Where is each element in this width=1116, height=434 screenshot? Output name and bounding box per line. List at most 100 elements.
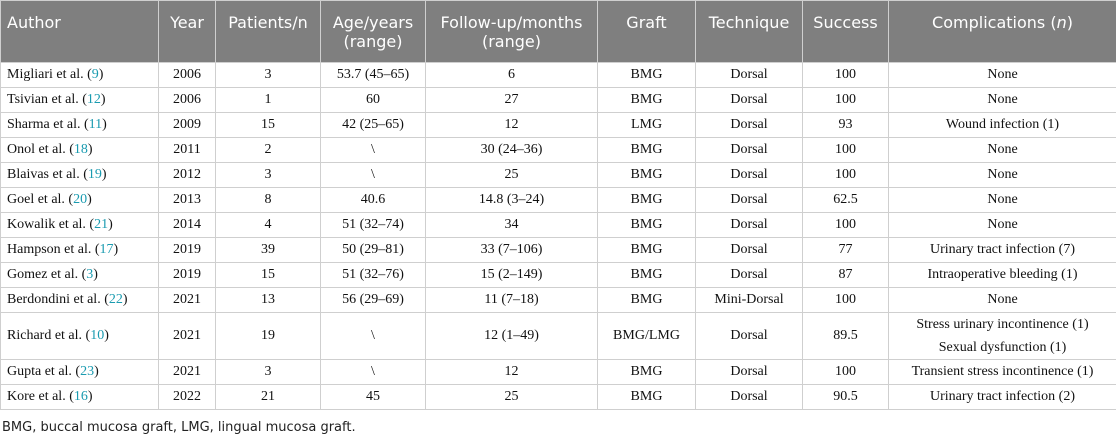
table-cell: 40.6 [320,187,426,213]
table-cell: 27 [425,87,598,113]
author-text: Blaivas et al. ( [7,167,88,182]
table-cell: 100 [802,87,889,113]
table-cell: 100 [802,162,889,188]
table-cell: Stress urinary incontinence (1) Sexual dy… [888,312,1116,360]
table-cell: 2019 [158,262,216,288]
table-cell: 60 [320,87,426,113]
header-line: Patients/n [228,13,308,32]
table-cell: BMG [597,137,696,163]
author-text: ) [108,217,113,232]
table-cell: None [888,212,1116,238]
table-cell: Blaivas et al. (19) [0,162,159,188]
table-row: Hampson et al. (17) 2019 39 50 (29–81) 33 (7… [0,237,1116,263]
table-cell: Intraoperative bleeding (1) [888,262,1116,288]
table-cell: LMG [597,112,696,138]
table-cell: None [888,62,1116,88]
reference-link: 10 [90,328,105,343]
header-text: ) [1066,13,1073,32]
author-text: ) [122,292,128,307]
header-line: (range) [343,32,403,51]
table-cell: \ [320,137,426,163]
table-cell: 2009 [158,112,216,138]
table-cell: BMG [597,384,696,410]
header-line: Age/years [332,13,414,32]
table-cell: 51 (32–74) [320,212,426,238]
table-cell: None [888,87,1116,113]
table-cell: Kore et al. (16) [0,384,159,410]
table-cell: 100 [802,212,889,238]
author-text: Kowalik et al. ( [7,217,95,232]
table-cell: Dorsal [695,112,803,138]
table-cell: None [888,287,1116,313]
table-cell: BMG [597,237,696,263]
table-cell: 4 [215,212,321,238]
header-line: Follow-up/months [440,13,583,32]
column-header: Technique [695,0,803,63]
reference-link: 16 [73,389,88,404]
table-cell: Urinary tract infection (2) [888,384,1116,410]
table-cell: Dorsal [695,237,803,263]
table-cell: 15 (2–149) [425,262,598,288]
table-cell: Dorsal [695,62,803,88]
table-cell: 25 [425,162,598,188]
table-cell: 2011 [158,137,216,163]
column-header: Success [802,0,889,63]
author-text: ) [94,364,99,379]
table-cell: 100 [802,137,889,163]
table-cell: 77 [802,237,889,263]
table-cell: \ [320,359,426,385]
table-cell: 87 [802,262,889,288]
table-cell: Goel et al. (20) [0,187,159,213]
table-cell: \ [320,162,426,188]
table-cell: Migliari et al. (9) [0,62,159,88]
table-cell: 30 (24–36) [425,137,598,163]
column-header: Complications (n) [888,0,1116,63]
table-cell: None [888,162,1116,188]
table-cell: Dorsal [695,359,803,385]
table-cell: 8 [215,187,321,213]
data-table: Author Year Patients/n Age/years (range) Foll… [0,0,1116,410]
table-cell: BMG [597,262,696,288]
column-header: Author [0,0,159,63]
table-cell: Tsivian et al. (12) [0,87,159,113]
table-cell: 12 [425,112,598,138]
table-cell: 15 [215,262,321,288]
author-text: ) [101,167,107,182]
table-cell: BMG [597,87,696,113]
table-cell: Dorsal [695,137,803,163]
table-cell: 2013 [158,187,216,213]
table-cell: Dorsal [695,312,803,360]
author-text: Sharma et al. ( [7,117,89,132]
table-cell: Transient stress incontinence (1) [888,359,1116,385]
table-cell: 34 [425,212,598,238]
table-cell: 2022 [158,384,216,410]
author-text: Kore et al. ( [7,389,74,404]
reference-link: 22 [108,292,123,307]
table-cell: 50 (29–81) [320,237,426,263]
table-cell: 45 [320,384,426,410]
table-row: Migliari et al. (9) 2006 3 53.7 (45–65) 6 BMG… [0,62,1116,88]
table-row: Tsivian et al. (12) 2006 1 60 27 BMG Dorsal 100… [0,87,1116,113]
table-cell: 2012 [158,162,216,188]
table-cell: 56 (29–69) [320,287,426,313]
table-row: Onol et al. (18) 2011 2 \ 30 (24–36) BMG Dorsa… [0,137,1116,163]
footnote: BMG, buccal mucosa graft, LMG, lingual m… [2,420,356,434]
reference-link: 3 [86,267,94,282]
table-cell: Mini-Dorsal [695,287,803,313]
table-cell: 25 [425,384,598,410]
table-cell: Dorsal [695,187,803,213]
author-text: Onol et al. ( [7,142,74,157]
table-cell: 42 (25–65) [320,112,426,138]
table-cell: Richard et al. (10) [0,312,159,360]
table-cell: Dorsal [695,384,803,410]
table-cell: 3 [215,62,321,88]
author-text: Migliari et al. ( [7,67,92,82]
table-row: Goel et al. (20) 2013 8 40.6 14.8 (3–24) BMG D… [0,187,1116,213]
table-cell: 2006 [158,87,216,113]
table-cell: Dorsal [695,162,803,188]
author-text: Berdondini et al. ( [7,292,109,307]
author-text: Hampson et al. ( [7,242,100,257]
author-text: ) [87,142,93,157]
table-cell: 90.5 [802,384,889,410]
table-cell: 14.8 (3–24) [425,187,598,213]
